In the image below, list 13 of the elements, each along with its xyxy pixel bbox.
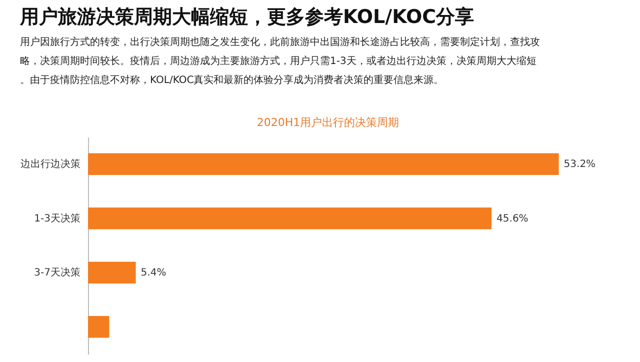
data-label: 45.6% <box>496 213 528 224</box>
chart-subtitle: 用户因旅行方式的转变，出行决策周期也随之发生变化，此前旅游中出国游和长途游占比较高，需要制定计划，查找攻略，决策周期时间较长。疫情后，周边游成为主要旅游方式，用户只需1-3天，或者边出行边决策，决策周期大大缩短。由于疫情防控信息不对称，KOL/KOC真实和最新的体验分享成为消费者决策的重要信息来源。 <box>20 36 540 86</box>
y-tick-label: 1-3天决策 <box>34 212 80 224</box>
bar <box>88 262 136 284</box>
y-tick-label: 边出行边决策 <box>20 158 80 170</box>
y-tick-label: 3-7天决策 <box>34 266 80 279</box>
chart-title: 用户旅游决策周期大幅缩短，更多参考KOL/KOC分享 <box>19 6 474 28</box>
text: 2020H1用户出行的决策周期 <box>256 116 400 129</box>
bar <box>88 153 559 175</box>
bar <box>88 208 492 230</box>
data-label: 53.2% <box>564 159 596 170</box>
data-label: 5.4% <box>140 268 166 279</box>
bar <box>88 316 110 338</box>
